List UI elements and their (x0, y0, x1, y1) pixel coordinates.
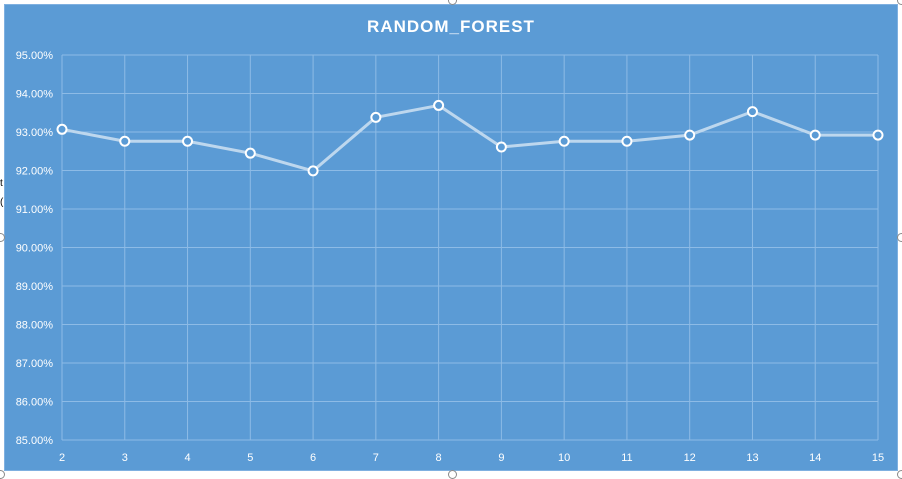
data-point[interactable] (244, 147, 256, 159)
y-tick-label: 90.00% (16, 243, 54, 255)
x-tick-label: 8 (436, 452, 442, 464)
resize-handle-right[interactable] (897, 233, 902, 242)
series-markers (56, 99, 884, 177)
x-tick-label: 15 (872, 452, 884, 464)
x-tick-label: 9 (498, 452, 504, 464)
y-tick-label: 85.00% (16, 435, 54, 447)
resize-handle-top[interactable] (448, 0, 457, 5)
resize-handle-top-right[interactable] (897, 0, 902, 5)
data-point[interactable] (495, 141, 507, 153)
x-tick-label: 10 (558, 452, 570, 464)
y-axis-ticks: 85.00% 86.00% 87.00% 88.00% 89.00% 90.00% 91.0… (16, 50, 54, 447)
series-line (61, 103, 878, 173)
series-line-layer (61, 103, 878, 173)
x-tick-label: 13 (746, 452, 758, 464)
data-point[interactable] (684, 129, 696, 141)
data-point[interactable] (307, 165, 319, 177)
data-point[interactable] (370, 111, 382, 123)
x-tick-label: 3 (122, 452, 128, 464)
data-point[interactable] (119, 135, 131, 147)
y-tick-label: 87.00% (16, 358, 54, 370)
chart-title: RANDOM_FOREST (367, 17, 535, 36)
data-point[interactable] (433, 99, 445, 111)
x-tick-label: 6 (310, 452, 316, 464)
x-axis-ticks: 2 3 4 5 6 7 8 9 10 11 12 13 14 15 (59, 452, 884, 464)
data-point[interactable] (182, 135, 194, 147)
y-tick-label: 91.00% (16, 204, 54, 216)
data-point[interactable] (872, 129, 884, 141)
x-tick-label: 12 (684, 452, 696, 464)
y-tick-label: 95.00% (16, 50, 54, 62)
data-point[interactable] (621, 135, 633, 147)
sheet-cell-text: t (0, 178, 3, 189)
data-point[interactable] (809, 129, 821, 141)
gridlines (61, 54, 879, 441)
x-tick-label: 11 (621, 452, 632, 464)
y-tick-label: 92.00% (16, 166, 54, 178)
x-tick-label: 14 (809, 452, 821, 464)
x-tick-label: 4 (184, 452, 190, 464)
resize-handle-left[interactable] (0, 233, 5, 242)
data-point[interactable] (746, 106, 758, 118)
y-tick-label: 93.00% (16, 127, 54, 139)
sheet-cell-text: ( (0, 197, 4, 208)
data-point[interactable] (558, 135, 570, 147)
data-point[interactable] (56, 123, 68, 135)
x-tick-label: 2 (59, 452, 65, 464)
y-tick-label: 89.00% (16, 281, 54, 293)
chart-area[interactable]: RANDOM_FOREST (4, 4, 898, 471)
y-tick-label: 94.00% (16, 89, 54, 101)
x-tick-label: 7 (373, 452, 379, 464)
y-tick-label: 88.00% (16, 320, 54, 332)
y-tick-label: 86.00% (16, 397, 54, 409)
x-tick-label: 5 (247, 452, 253, 464)
